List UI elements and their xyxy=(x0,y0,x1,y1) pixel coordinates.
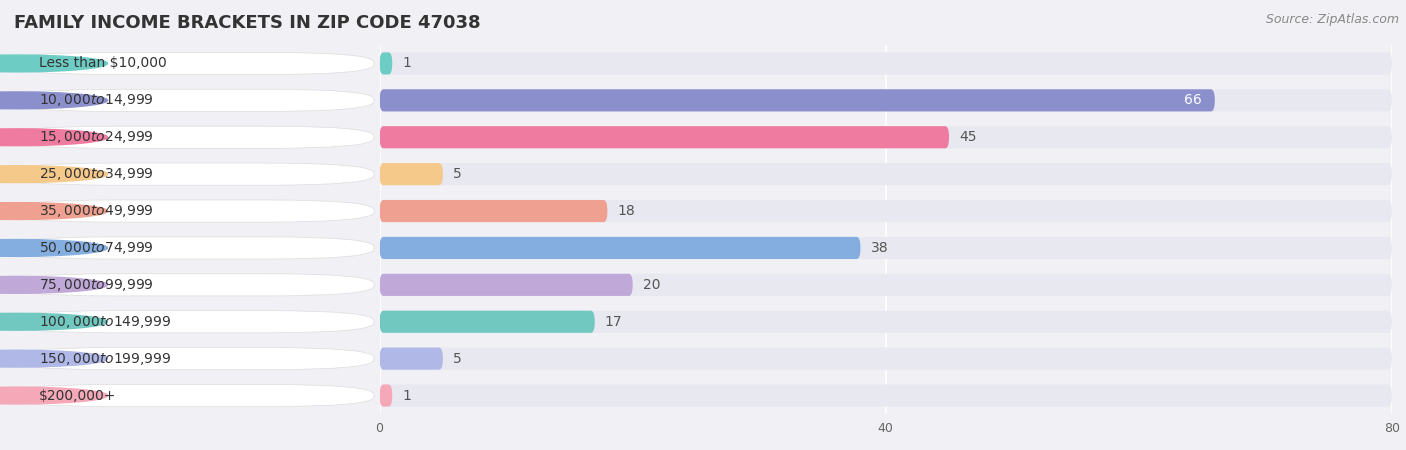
FancyBboxPatch shape xyxy=(380,310,1392,333)
FancyBboxPatch shape xyxy=(380,126,1392,148)
Circle shape xyxy=(0,92,107,109)
Text: 5: 5 xyxy=(453,167,461,181)
FancyBboxPatch shape xyxy=(8,89,374,112)
Circle shape xyxy=(0,239,107,256)
Text: 66: 66 xyxy=(1184,93,1202,108)
Circle shape xyxy=(0,350,107,367)
FancyBboxPatch shape xyxy=(380,200,607,222)
Text: $10,000 to $14,999: $10,000 to $14,999 xyxy=(39,92,155,108)
FancyBboxPatch shape xyxy=(380,126,949,148)
FancyBboxPatch shape xyxy=(8,274,374,296)
FancyBboxPatch shape xyxy=(8,163,374,185)
Text: 17: 17 xyxy=(605,315,623,329)
FancyBboxPatch shape xyxy=(8,310,374,333)
FancyBboxPatch shape xyxy=(380,237,1392,259)
Circle shape xyxy=(0,202,107,220)
Circle shape xyxy=(0,129,107,146)
FancyBboxPatch shape xyxy=(380,163,443,185)
FancyBboxPatch shape xyxy=(380,310,595,333)
FancyBboxPatch shape xyxy=(8,237,374,259)
Text: $100,000 to $149,999: $100,000 to $149,999 xyxy=(39,314,172,330)
FancyBboxPatch shape xyxy=(380,89,1392,112)
FancyBboxPatch shape xyxy=(380,384,1392,407)
FancyBboxPatch shape xyxy=(380,52,1392,75)
Text: 1: 1 xyxy=(402,388,412,403)
FancyBboxPatch shape xyxy=(8,384,374,407)
FancyBboxPatch shape xyxy=(380,347,443,370)
Circle shape xyxy=(0,166,107,183)
FancyBboxPatch shape xyxy=(8,52,374,75)
FancyBboxPatch shape xyxy=(380,52,392,75)
FancyBboxPatch shape xyxy=(380,200,1392,222)
Text: $15,000 to $24,999: $15,000 to $24,999 xyxy=(39,129,155,145)
Text: 38: 38 xyxy=(870,241,889,255)
FancyBboxPatch shape xyxy=(380,384,392,407)
Text: Less than $10,000: Less than $10,000 xyxy=(39,56,167,71)
FancyBboxPatch shape xyxy=(380,274,633,296)
Text: 45: 45 xyxy=(959,130,977,144)
Text: 5: 5 xyxy=(453,351,461,366)
Circle shape xyxy=(0,276,107,293)
FancyBboxPatch shape xyxy=(380,274,1392,296)
Text: $50,000 to $74,999: $50,000 to $74,999 xyxy=(39,240,155,256)
Text: 20: 20 xyxy=(643,278,661,292)
Text: 18: 18 xyxy=(617,204,636,218)
Circle shape xyxy=(0,313,107,330)
FancyBboxPatch shape xyxy=(380,237,860,259)
FancyBboxPatch shape xyxy=(380,347,1392,370)
Circle shape xyxy=(0,387,107,404)
Text: $150,000 to $199,999: $150,000 to $199,999 xyxy=(39,351,172,367)
Text: 1: 1 xyxy=(402,56,412,71)
FancyBboxPatch shape xyxy=(8,347,374,370)
FancyBboxPatch shape xyxy=(380,89,1215,112)
Text: $25,000 to $34,999: $25,000 to $34,999 xyxy=(39,166,155,182)
Text: $75,000 to $99,999: $75,000 to $99,999 xyxy=(39,277,155,293)
Text: Source: ZipAtlas.com: Source: ZipAtlas.com xyxy=(1265,14,1399,27)
Text: FAMILY INCOME BRACKETS IN ZIP CODE 47038: FAMILY INCOME BRACKETS IN ZIP CODE 47038 xyxy=(14,14,481,32)
Circle shape xyxy=(0,55,107,72)
FancyBboxPatch shape xyxy=(8,126,374,148)
Text: $35,000 to $49,999: $35,000 to $49,999 xyxy=(39,203,155,219)
Text: $200,000+: $200,000+ xyxy=(39,388,117,403)
FancyBboxPatch shape xyxy=(8,200,374,222)
FancyBboxPatch shape xyxy=(380,163,1392,185)
